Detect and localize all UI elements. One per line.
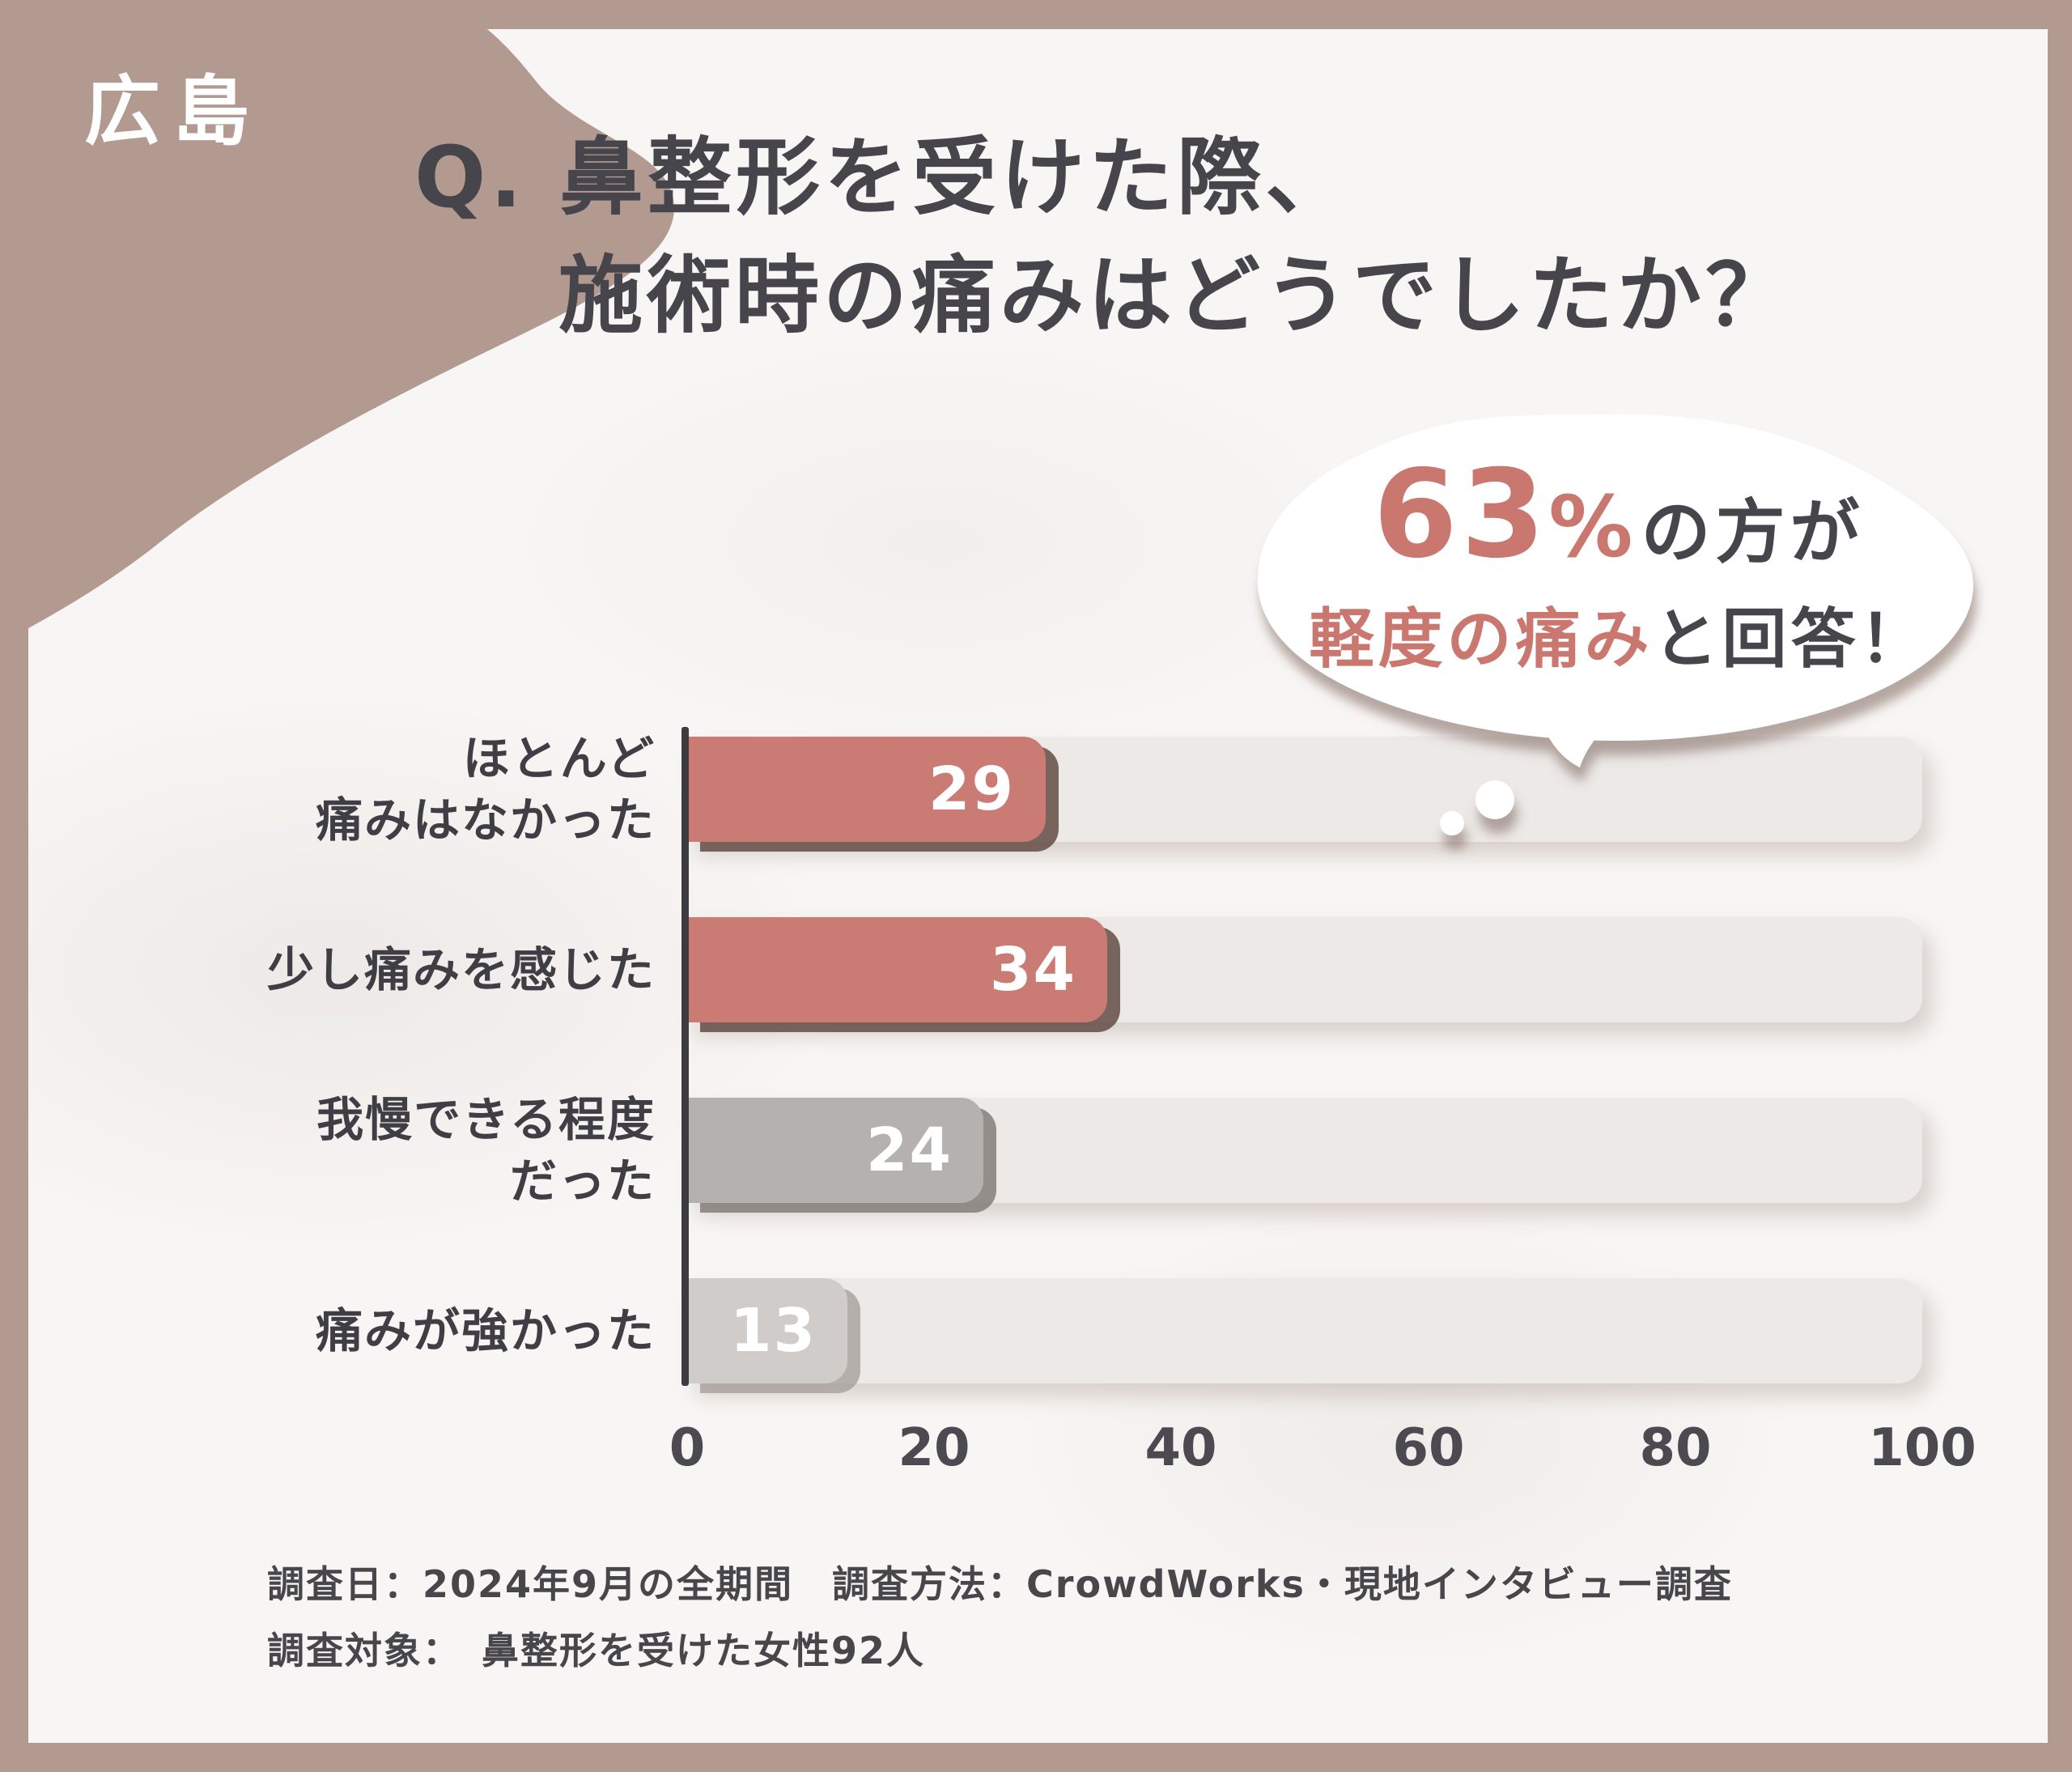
- speech-bubble-body: [1257, 414, 1974, 742]
- bar-category-label-line: 我慢できる程度: [316, 1092, 656, 1147]
- callout-line-1: 63% の方が: [1214, 379, 2023, 597]
- corner-blob-shape: [0, 0, 675, 644]
- callout-highlight: 軽度の痛み: [1309, 601, 1654, 677]
- bar-value-label: 24: [866, 1115, 953, 1185]
- speech-bubble-tail: [1540, 719, 1614, 767]
- thought-dot-small: [1440, 811, 1464, 835]
- x-axis-tick: 60: [1392, 1418, 1465, 1478]
- bar-category-label: 我慢できる程度だった: [81, 1089, 656, 1212]
- callout-percent-sign: %: [1548, 478, 1633, 576]
- callout-percent: 63: [1373, 444, 1549, 585]
- bar-category-label-line: だった: [509, 1154, 656, 1209]
- thought-dot-large: [1475, 780, 1514, 819]
- bar-track: [687, 1278, 1922, 1383]
- x-axis-tick: 0: [669, 1418, 706, 1478]
- bar-category-label: ほとんど痛みはなかった: [81, 728, 656, 851]
- bar: 34: [687, 917, 1107, 1022]
- x-axis-tick: 40: [1144, 1418, 1217, 1478]
- x-axis-tick: 80: [1639, 1418, 1712, 1478]
- title-line-2: 施術時の痛みはどうでしたか？: [558, 246, 1794, 345]
- region-badge: 広島: [84, 68, 263, 156]
- bar-category-label-line: 痛みはなかった: [315, 793, 656, 848]
- speech-bubble: [1257, 414, 1974, 835]
- bar-value-label: 29: [928, 754, 1015, 824]
- blob-path: [0, 0, 675, 644]
- bar: 24: [687, 1098, 983, 1203]
- bar-category-label: 痛みが強かった: [81, 1300, 656, 1362]
- bar-category-label: 少し痛みを感じた: [81, 939, 656, 1001]
- title-line-1: Q. 鼻整形を受けた際、: [414, 128, 1354, 227]
- bar: 29: [687, 737, 1046, 842]
- survey-note-line-1: 調査日：2024年9月の全期間 調査方法：CrowdWorks・現地インタビュー…: [267, 1562, 1733, 1606]
- survey-note-line-2: 調査対象： 鼻整形を受けた女性92人: [267, 1629, 926, 1672]
- bar-category-label-line: 痛みが強かった: [315, 1303, 656, 1358]
- x-axis-tick: 20: [898, 1418, 970, 1478]
- callout-line-2: 軽度の痛みと回答！: [1214, 602, 2023, 677]
- bar: 13: [687, 1278, 847, 1383]
- callout-after-highlight: と回答！: [1653, 601, 1929, 677]
- y-axis-line: [681, 727, 689, 1386]
- bar-category-label-line: ほとんど: [462, 731, 656, 786]
- bar-value-label: 34: [990, 935, 1076, 1005]
- page-title: Q. 鼻整形を受けた際、 施術時の痛みはどうでしたか？: [414, 118, 1794, 355]
- survey-notes: 調査日：2024年9月の全期間 調査方法：CrowdWorks・現地インタビュー…: [267, 1551, 1733, 1684]
- x-axis-tick: 100: [1868, 1418, 1976, 1478]
- callout-text: 63% の方が 軽度の痛みと回答！: [1214, 379, 2023, 677]
- callout-after-percent: の方が: [1641, 492, 1865, 573]
- bar-value-label: 13: [730, 1296, 817, 1366]
- bar-category-label-line: 少し痛みを感じた: [266, 942, 656, 997]
